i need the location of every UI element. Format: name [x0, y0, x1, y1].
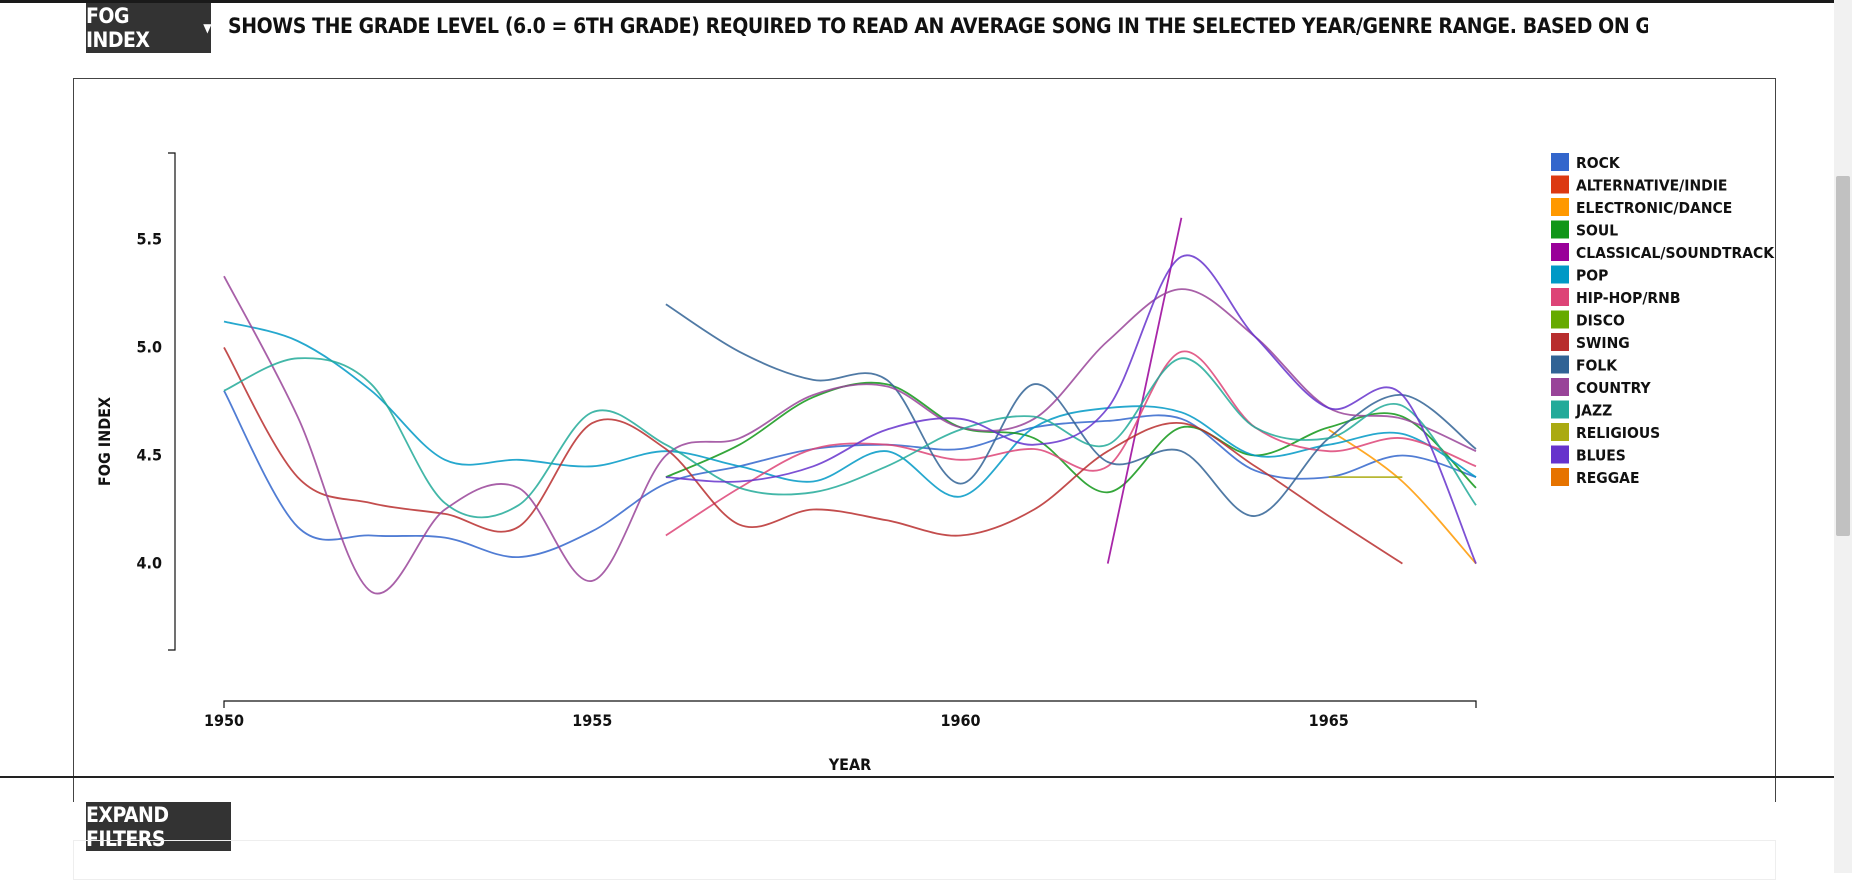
- x-tick-label: 1950: [204, 711, 244, 730]
- legend-item[interactable]: RELIGIOUS: [1551, 423, 1660, 442]
- legend-item[interactable]: FOLK: [1551, 355, 1618, 375]
- y-axis: 4.0 4.5 5.0 5.5: [137, 152, 176, 651]
- legend-label: ROCK: [1576, 154, 1621, 172]
- series-line-hip-hop-rnb: [665, 350, 1477, 537]
- legend-swatch: [1551, 333, 1569, 351]
- y-tick-label: 4.5: [137, 446, 163, 465]
- legend-label: SWING: [1576, 334, 1630, 352]
- legend-label: ALTERNATIVE/INDIE: [1576, 177, 1727, 195]
- y-tick-label: 5.0: [137, 337, 163, 356]
- expand-filters-button[interactable]: EXPAND FILTERS: [86, 802, 231, 851]
- x-tick-label: 1965: [1309, 711, 1349, 730]
- y-axis-line: [168, 152, 176, 651]
- series-line-swing: [223, 347, 1403, 565]
- legend-item[interactable]: HIP-HOP/RNB: [1551, 288, 1680, 307]
- legend-item[interactable]: ROCK: [1551, 153, 1621, 172]
- legend-label: BLUES: [1576, 447, 1626, 465]
- legend-label: JAZZ: [1575, 402, 1612, 420]
- legend-item[interactable]: ELECTRONIC/DANCE: [1551, 198, 1732, 217]
- legend-item[interactable]: SWING: [1551, 333, 1630, 352]
- y-tick-label: 4.0: [137, 554, 163, 573]
- legend-swatch: [1551, 265, 1569, 284]
- filters-panel: [73, 840, 1776, 880]
- legend-swatch: [1551, 423, 1569, 441]
- legend-label: ELECTRONIC/DANCE: [1576, 199, 1732, 217]
- legend-item[interactable]: REGGAE: [1551, 468, 1639, 487]
- series-line-pop: [223, 320, 1477, 498]
- y-axis-label: FOG INDEX: [95, 397, 114, 486]
- legend-label: CLASSICAL/SOUNDTRACK: [1576, 244, 1775, 262]
- legend-label: POP: [1576, 267, 1608, 285]
- series-line-folk: [665, 303, 1477, 517]
- scrollbar-thumb[interactable]: [1836, 176, 1850, 536]
- y-tick-label: 5.5: [137, 229, 163, 248]
- legend-item[interactable]: COUNTRY: [1551, 378, 1651, 397]
- legend-label: SOUL: [1576, 222, 1618, 240]
- legend-swatch: [1551, 310, 1569, 329]
- top-border: [0, 0, 1852, 3]
- series-line-soul: [665, 381, 1477, 494]
- metric-dropdown[interactable]: FOG INDEX ▼: [86, 3, 211, 53]
- series-line-blues: [665, 254, 1477, 564]
- series-line-classical-soundtrack: [1106, 217, 1183, 564]
- metric-dropdown-label: FOG INDEX: [86, 4, 150, 52]
- caret-down-icon: ▼: [203, 21, 211, 35]
- legend-item[interactable]: DISCO: [1551, 310, 1625, 330]
- x-tick-label: 1960: [940, 711, 980, 730]
- series-line-rock: [223, 390, 1477, 559]
- legend-swatch: [1551, 400, 1569, 419]
- chart-description: SHOWS THE GRADE LEVEL (6.0 = 6TH GRADE) …: [228, 14, 1648, 38]
- legend-swatch: [1551, 198, 1569, 216]
- legend-swatch: [1551, 243, 1569, 261]
- legend-item[interactable]: CLASSICAL/SOUNDTRACK: [1551, 243, 1775, 262]
- section-divider: [0, 776, 1834, 778]
- legend-label: HIP-HOP/RNB: [1576, 289, 1680, 307]
- legend: ROCK ALTERNATIVE/INDIE ELECTRONIC/DANCE SOU…: [1551, 153, 1775, 487]
- legend-item[interactable]: JAZZ: [1551, 400, 1612, 420]
- series-line-electronic-dance: [1328, 428, 1477, 565]
- legend-item[interactable]: BLUES: [1551, 445, 1626, 465]
- legend-swatch: [1551, 468, 1569, 486]
- x-axis: 1950 1955 1960 1965: [204, 700, 1477, 730]
- legend-swatch: [1551, 175, 1569, 194]
- legend-swatch: [1551, 220, 1569, 239]
- legend-label: FOLK: [1576, 357, 1618, 375]
- x-tick-label: 1955: [572, 711, 612, 730]
- legend-item[interactable]: SOUL: [1551, 220, 1618, 240]
- series-line-country: [223, 275, 1477, 595]
- legend-label: REGGAE: [1576, 469, 1639, 487]
- legend-swatch: [1551, 153, 1569, 171]
- legend-swatch: [1551, 445, 1569, 464]
- legend-label: COUNTRY: [1576, 379, 1651, 397]
- series-line-jazz: [223, 357, 1477, 519]
- x-axis-line: [223, 700, 1477, 708]
- series-lines: [223, 217, 1477, 595]
- chart: 4.04.55.05.5 1950 1955 1960 1965 FOG INDEX …: [95, 152, 1775, 774]
- legend-swatch: [1551, 288, 1569, 306]
- legend-item[interactable]: POP: [1551, 265, 1608, 285]
- chart-frame: [73, 78, 1776, 802]
- legend-swatch: [1551, 378, 1569, 396]
- legend-label: DISCO: [1576, 312, 1625, 330]
- legend-label: RELIGIOUS: [1576, 424, 1660, 442]
- x-axis-label: YEAR: [828, 755, 871, 774]
- legend-item[interactable]: ALTERNATIVE/INDIE: [1551, 175, 1727, 195]
- legend-swatch: [1551, 355, 1569, 374]
